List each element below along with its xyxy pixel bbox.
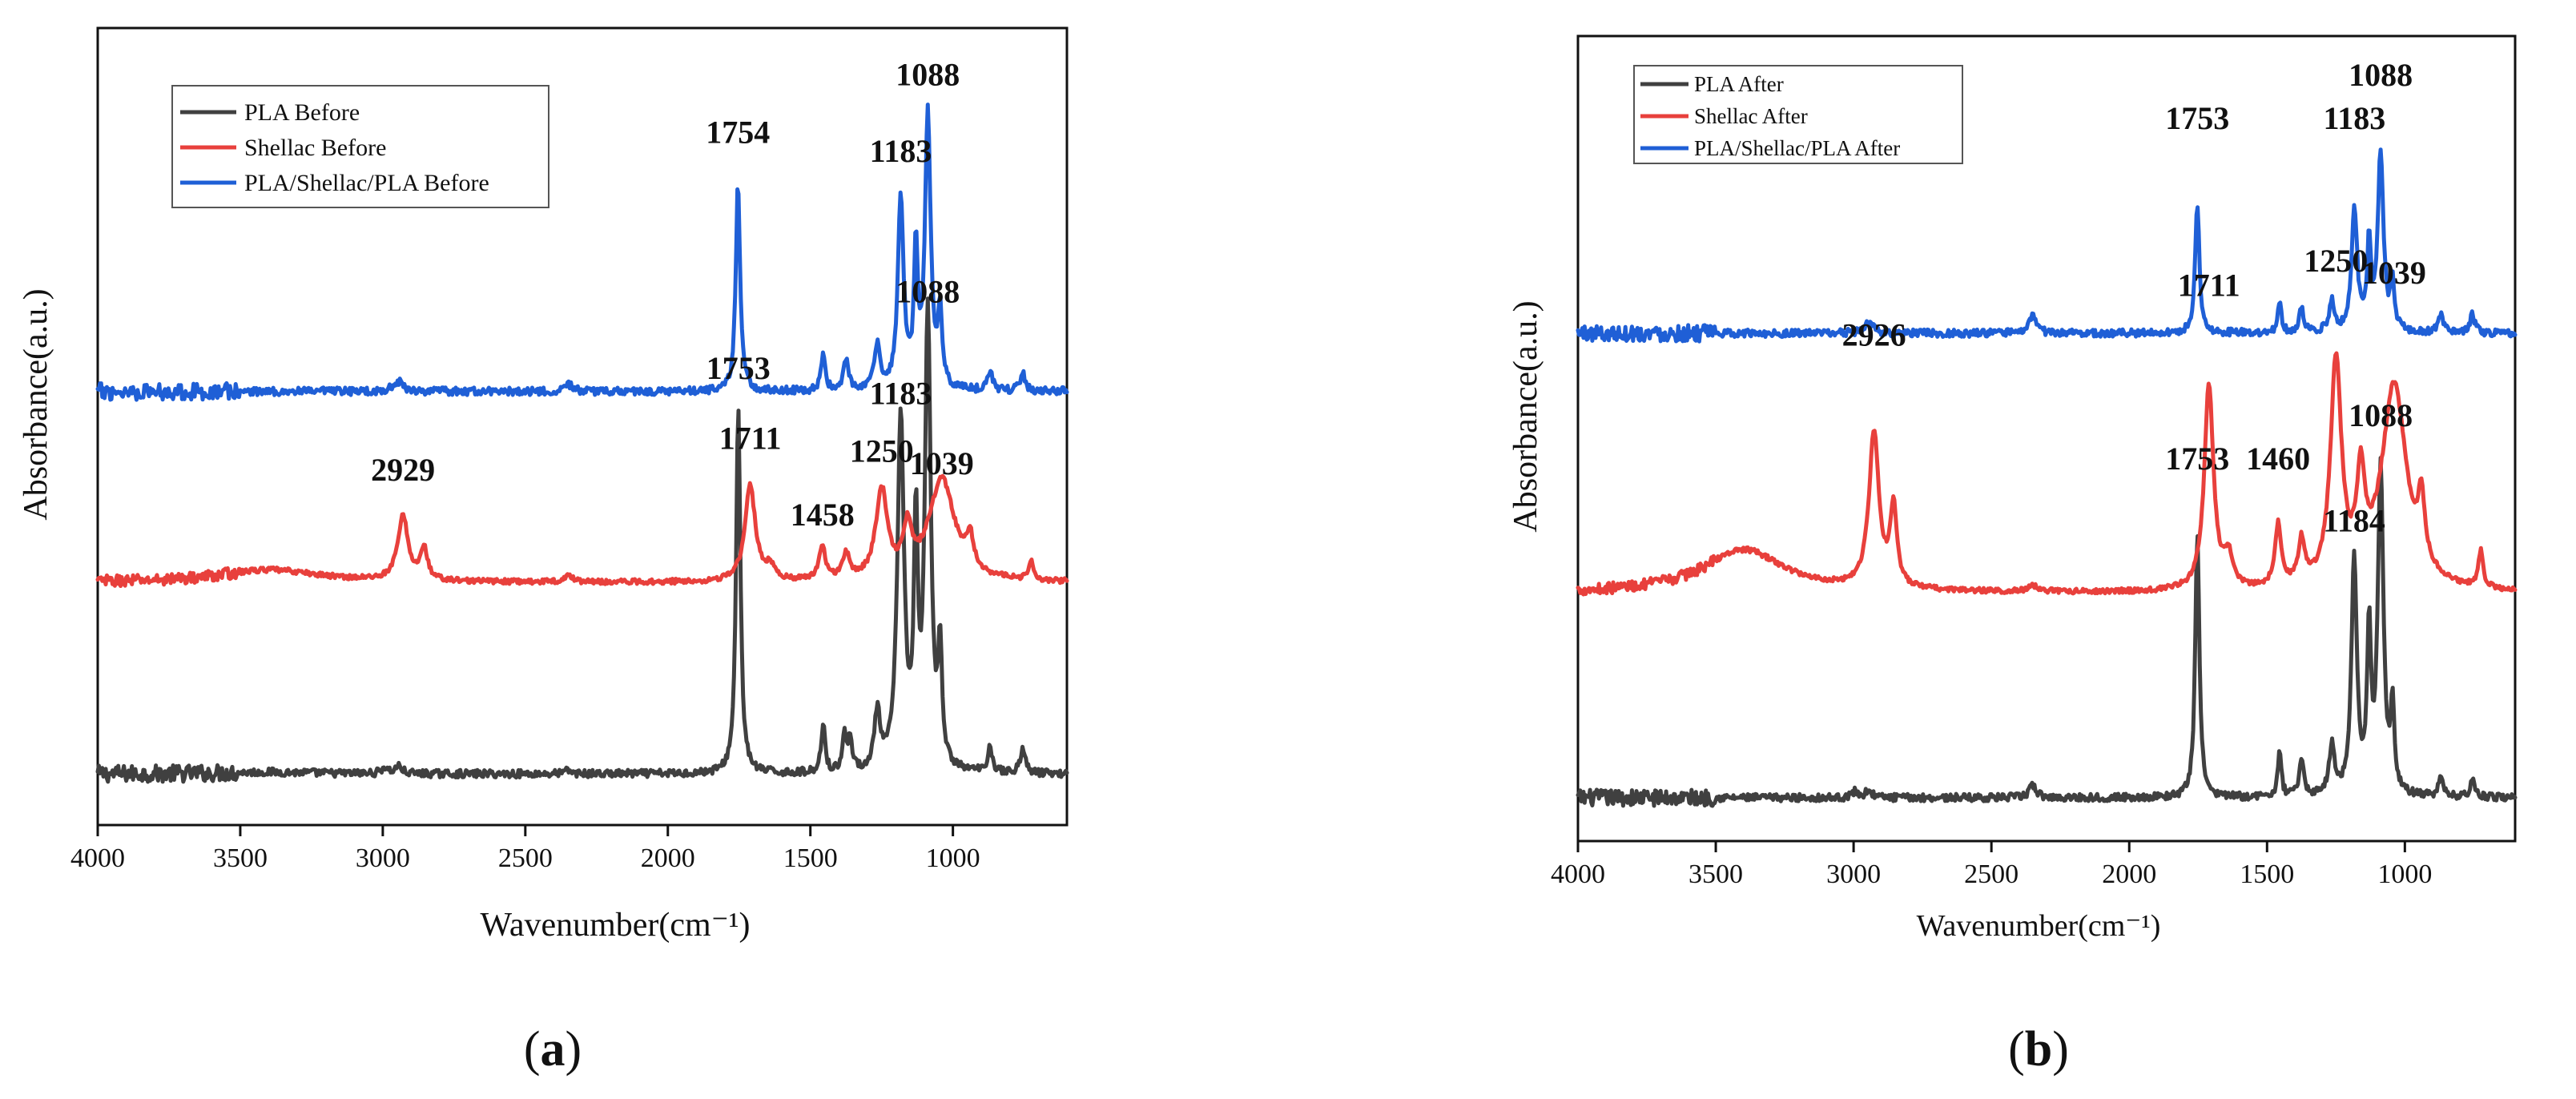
panel-b-spectra xyxy=(1576,147,2518,808)
panel-b-caption-letter: b xyxy=(2025,1022,2052,1077)
peak-label-1753: 1753 xyxy=(2165,100,2229,136)
x-tick-label-1500: 1500 xyxy=(2240,859,2294,889)
x-tick-label-3500: 3500 xyxy=(1688,859,1743,889)
x-tick-label-3000: 3000 xyxy=(1826,859,1881,889)
spectrum-pla-shellac-pla-before xyxy=(95,103,1069,402)
peak-label-1184: 1184 xyxy=(2323,503,2385,539)
peak-label-1088: 1088 xyxy=(896,273,960,309)
peak-label-1753: 1753 xyxy=(2165,441,2229,477)
peak-label-1088: 1088 xyxy=(2349,397,2413,433)
peak-label-1711: 1711 xyxy=(719,420,782,456)
peak-label-1088: 1088 xyxy=(896,57,960,93)
panel-a-legend: PLA Before Shellac Before PLA/Shellac/PL… xyxy=(171,85,549,208)
legend-label-pla-shellac-pla-before: PLA/Shellac/PLA Before xyxy=(244,170,489,196)
spectrum-pla-after xyxy=(1576,456,2518,808)
x-tick-label-1000: 1000 xyxy=(2377,859,2432,889)
peak-label-1039: 1039 xyxy=(910,445,974,481)
x-tick-label-2000: 2000 xyxy=(2102,859,2156,889)
panel-a-y-axis-label: Absorbance(a.u.) xyxy=(18,288,54,520)
x-tick-label-2000: 2000 xyxy=(641,843,695,873)
panel-a-x-axis-label: Wavenumber(cm⁻¹) xyxy=(481,907,751,944)
panel-b-caption: (b) xyxy=(2008,1022,2069,1077)
panel-b: 4000 3500 3000 2500 2000 1500 1000 1753 1183 108… xyxy=(1502,0,2575,1077)
panel-b-x-ticks: 4000 3500 3000 2500 2000 1500 1000 xyxy=(1551,841,2432,889)
panel-b-plot-frame xyxy=(1576,34,2517,843)
peak-label-1711: 1711 xyxy=(2178,268,2240,304)
legend-label-shellac-before: Shellac Before xyxy=(244,135,386,161)
panel-a-spectra xyxy=(95,103,1069,784)
x-tick-label-3500: 3500 xyxy=(213,843,268,873)
legend-label-pla-shellac-pla-after: PLA/Shellac/PLA After xyxy=(1694,136,1900,160)
panel-b-legend: PLA After Shellac After PLA/Shellac/PLA … xyxy=(1633,65,1963,164)
x-tick-label-4000: 4000 xyxy=(1551,859,1605,889)
panel-a-plot-frame xyxy=(96,26,1069,827)
peak-label-1039: 1039 xyxy=(2362,255,2426,291)
spectrum-pla-shellac-pla-after xyxy=(1576,147,2518,344)
legend-label-shellac-after: Shellac After xyxy=(1694,104,1808,128)
peak-label-2929: 2929 xyxy=(371,452,435,488)
peak-label-1754: 1754 xyxy=(706,114,770,150)
legend-label-pla-after: PLA After xyxy=(1694,72,1784,96)
peak-label-1183: 1183 xyxy=(2324,100,2386,136)
peak-label-1250: 1250 xyxy=(2304,243,2368,279)
peak-label-1183: 1183 xyxy=(870,133,932,169)
x-tick-label-3000: 3000 xyxy=(356,843,410,873)
peak-label-1458: 1458 xyxy=(791,497,855,533)
x-tick-label-1000: 1000 xyxy=(926,843,980,873)
peak-label-1088: 1088 xyxy=(2349,57,2413,93)
peak-label-1250: 1250 xyxy=(850,433,914,469)
panel-b-y-axis-label: Absorbance(a.u.) xyxy=(1507,300,1544,532)
peak-label-1183: 1183 xyxy=(870,376,932,412)
peak-label-2926: 2926 xyxy=(1842,317,1906,353)
legend-label-pla-before: PLA Before xyxy=(244,99,360,126)
panel-b-legend-box xyxy=(1633,65,1963,164)
panel-a-caption: (a) xyxy=(524,1022,582,1077)
x-tick-label-2500: 2500 xyxy=(498,843,553,873)
peak-label-1460: 1460 xyxy=(2246,441,2310,477)
x-tick-label-4000: 4000 xyxy=(70,843,125,873)
spectrum-shellac-after xyxy=(1576,351,2518,597)
peak-label-1753: 1753 xyxy=(706,350,771,386)
x-tick-label-2500: 2500 xyxy=(1964,859,2019,889)
spectrum-shellac-before xyxy=(95,473,1069,588)
panel-a: 4000 3500 3000 2500 2000 1500 1000 1754 1183 108… xyxy=(0,0,1073,1077)
spectrum-pla-before xyxy=(95,296,1069,784)
panel-a-x-ticks: 4000 3500 3000 2500 2000 1500 1000 xyxy=(70,825,980,873)
x-tick-label-1500: 1500 xyxy=(783,843,838,873)
panel-a-caption-letter: a xyxy=(541,1022,566,1077)
panel-b-x-axis-label: Wavenumber(cm⁻¹) xyxy=(1917,909,2161,943)
